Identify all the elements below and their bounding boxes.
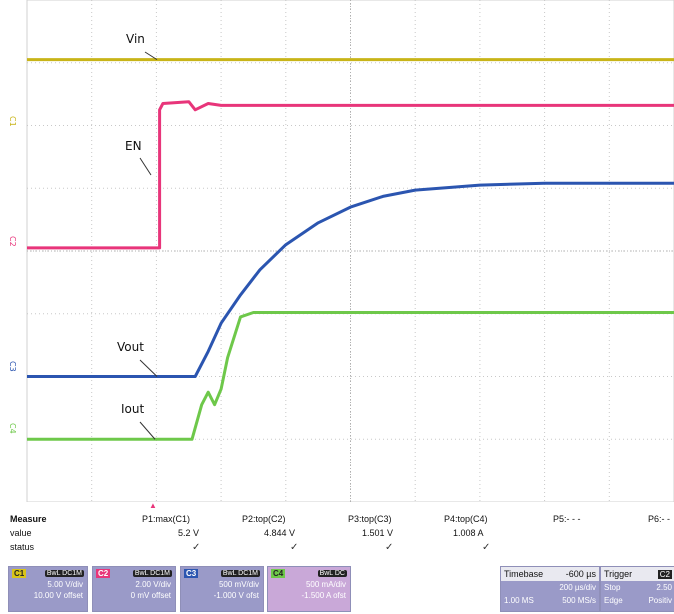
channel-marker-c2: C2 — [8, 236, 17, 247]
measure-param-p4[interactable]: P4:top(C4) — [444, 514, 488, 524]
channel-mode-c2: BwL DC1M — [132, 569, 172, 577]
measure-value-p1: 5.2 V — [178, 528, 200, 538]
channel-scale-c1: 5.00 V/div — [47, 580, 83, 589]
label-leader-vout — [139, 359, 158, 377]
measure-row-status: status — [10, 542, 35, 552]
trigger-box[interactable]: Trigger C2 Stop 2.50 Edge Positiv — [600, 566, 674, 612]
trace-en — [27, 100, 674, 250]
trace-label-vin: Vin — [126, 32, 145, 46]
channel-tag-c3: C3 — [184, 568, 199, 578]
channel-mode-c1: BwL DC1M — [44, 569, 84, 577]
timebase-div: 200 µs/div — [559, 583, 596, 592]
label-leader-vin — [144, 51, 158, 61]
measure-status-p2: ✓ — [290, 542, 299, 553]
measure-status-p4: ✓ — [482, 542, 491, 553]
measure-param-p2[interactable]: P2:top(C2) — [242, 514, 286, 524]
measure-param-p3[interactable]: P3:top(C3) — [348, 514, 392, 524]
trigger-channel: C2 — [657, 569, 672, 579]
timebase-rate: 500 MS/s — [562, 596, 596, 605]
timebase-samples: 1.00 MS — [504, 596, 534, 605]
channel-scale-c3: 500 mV/div — [218, 580, 259, 589]
measure-row-value: value — [10, 528, 32, 538]
timebase-delay: -600 µs — [565, 569, 596, 579]
measure-title: Measure — [10, 514, 47, 524]
trace-label-en: EN — [125, 139, 142, 153]
measure-param-p1[interactable]: P1:max(C1) — [142, 514, 191, 524]
measure-param-p6[interactable]: P6:- - — [648, 514, 671, 524]
channel-box-c1[interactable]: C1 BwL DC1M 5.00 V/div 10.00 V offset — [8, 566, 88, 612]
channel-offset-c2: 0 mV offset — [130, 591, 171, 600]
channel-marker-c4: C4 — [8, 423, 17, 434]
channel-box-c4[interactable]: C4 BwL DC 500 mA/div -1.500 A ofst — [267, 566, 351, 612]
measure-value-p4: 1.008 A — [453, 528, 484, 538]
channel-box-c3[interactable]: C3 BwL DC1M 500 mV/div -1.000 V ofst — [180, 566, 264, 612]
status-bar: C1 BwL DC1M 5.00 V/div 10.00 V offset C2 B… — [0, 566, 674, 614]
trace-vout — [27, 181, 674, 378]
channel-marker-c1: C1 — [8, 116, 17, 127]
waveform-plot — [26, 0, 674, 502]
measure-value-p3: 1.501 V — [362, 528, 394, 538]
channel-marker-c3: C3 — [8, 361, 17, 372]
timebase-box[interactable]: Timebase -600 µs 200 µs/div 1.00 MS 500 MS… — [500, 566, 600, 612]
measure-param-p5[interactable]: P5:- - - — [553, 514, 581, 524]
label-leader-en — [139, 157, 152, 176]
channel-box-c2[interactable]: C2 BwL DC1M 2.00 V/div 0 mV offset — [92, 566, 176, 612]
plot-background — [26, 0, 674, 502]
trace-label-iout: Iout — [121, 402, 145, 416]
measure-status-p1: ✓ — [192, 542, 201, 553]
trace-iout — [27, 311, 674, 441]
trigger-type: Edge — [604, 596, 623, 605]
trace-label-vout: Vout — [117, 340, 144, 354]
trigger-slope: Positiv — [648, 596, 672, 605]
channel-offset-c3: -1.000 V ofst — [213, 591, 259, 600]
channel-tag-c1: C1 — [12, 568, 27, 578]
channel-offset-c4: -1.500 A ofst — [301, 591, 346, 600]
channel-offset-c1: 10.00 V offset — [33, 591, 83, 600]
trigger-label: Trigger — [604, 569, 633, 579]
channel-scale-c2: 2.00 V/div — [135, 580, 171, 589]
channel-tag-c2: C2 — [96, 568, 111, 578]
timebase-label: Timebase — [504, 569, 544, 579]
channel-mode-c3: BwL DC1M — [220, 569, 260, 577]
channel-tag-c4: C4 — [271, 568, 286, 578]
label-leader-iout — [139, 421, 156, 440]
trigger-mode: Stop — [604, 583, 621, 592]
measure-value-p2: 4.844 V — [264, 528, 296, 538]
measure-panel: Measure P1:max(C1) P2:top(C2) P3:top(C3)… — [0, 514, 674, 564]
channel-mode-c4: BwL DC — [317, 569, 347, 577]
channel-scale-c4: 500 mA/div — [305, 580, 346, 589]
measure-status-p3: ✓ — [385, 542, 394, 553]
trigger-position-marker: ▲ — [149, 501, 157, 510]
trigger-level: 2.50 — [656, 583, 672, 592]
